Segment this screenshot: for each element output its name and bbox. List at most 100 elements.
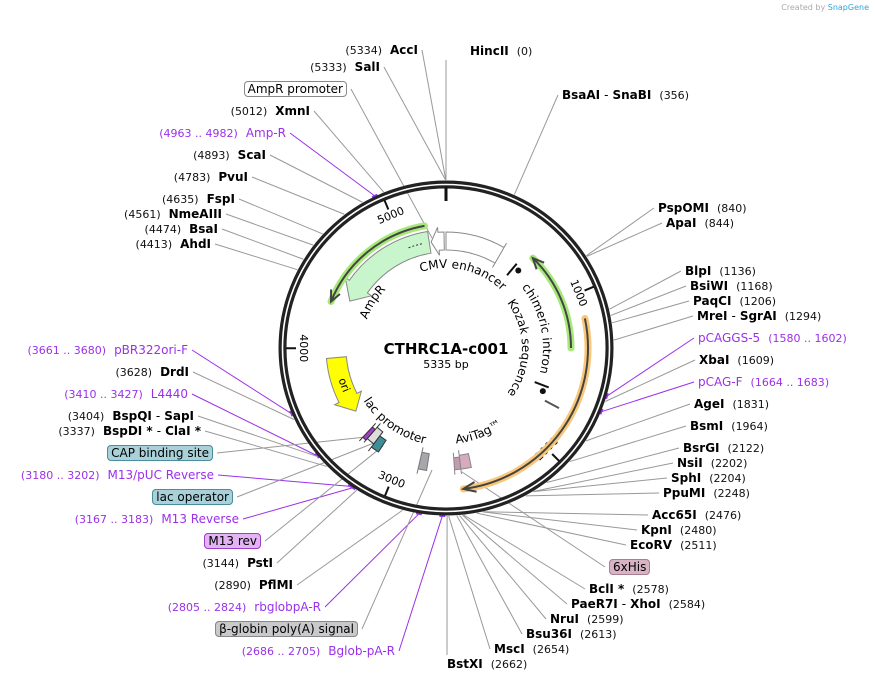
enzyme-label-drdi[interactable]: 3628 DrdI xyxy=(115,364,189,380)
enzyme-label-bspdi[interactable]: 3337 BspDI *-ClaI * xyxy=(58,423,201,439)
label-name: PaqCI xyxy=(693,294,732,308)
feature-label-lac-operator[interactable]: lac operator xyxy=(152,489,233,505)
leader-line xyxy=(313,110,385,193)
enzyme-label-xbai[interactable]: XbaI 1609 xyxy=(699,352,774,368)
label-name: BsaAI xyxy=(562,88,601,102)
label-position: 5333 xyxy=(310,61,347,74)
enzyme-label-scai[interactable]: 4893 ScaI xyxy=(193,147,266,163)
label-position: 2122 xyxy=(728,442,765,455)
primer-label-m13-reverse[interactable]: 3167 .. 3183 M13 Reverse xyxy=(75,511,239,527)
6xhis-box[interactable] xyxy=(452,452,462,475)
feature-name: AmpR promoter xyxy=(243,81,347,97)
label-position: 3144 xyxy=(202,557,239,570)
enzyme-label-xmni[interactable]: 5012 XmnI xyxy=(231,103,310,119)
enzyme-label-kpni[interactable]: KpnI 2480 xyxy=(641,522,717,538)
label-name: ApaI xyxy=(666,216,697,230)
orf-arrow[interactable] xyxy=(463,318,589,490)
primer-label-pcaggs-5[interactable]: pCAGGS-5 1580 .. 1602 xyxy=(698,330,847,346)
label-name: FspI xyxy=(206,192,235,206)
enzyme-label-bsrgi[interactable]: BsrGI 2122 xyxy=(683,440,764,456)
primer-label-bglob-pa-r[interactable]: 2686 .. 2705 Bglob-pA-R xyxy=(242,643,395,659)
enzyme-label-nmeaiii[interactable]: 4561 NmeAIII xyxy=(124,206,222,222)
enzyme-label-bsmi[interactable]: BsmI 1964 xyxy=(690,418,768,434)
feature-label-cap-binding-site[interactable]: CAP binding site xyxy=(107,445,213,461)
label-name: BsiWI xyxy=(690,279,729,293)
feature-label--globin-poly-a-signal[interactable]: β-globin poly(A) signal xyxy=(215,621,358,637)
tick-mark xyxy=(384,486,390,497)
enzyme-label-bsai[interactable]: 4474 BsaI xyxy=(145,221,218,237)
enzyme-label-nrui[interactable]: NruI 2599 xyxy=(550,611,624,627)
primer-site-mark xyxy=(599,408,604,415)
feature-label-ampr-promoter[interactable]: AmpR promoter xyxy=(243,81,347,97)
enzyme-label-sphi[interactable]: SphI 2204 xyxy=(671,470,746,486)
feature-name: lac operator xyxy=(152,489,233,505)
enzyme-label-hincii[interactable]: HincII 0 xyxy=(470,43,532,59)
leader-line xyxy=(264,445,384,542)
label-position: 2584 xyxy=(669,598,706,611)
leader-line xyxy=(586,207,655,257)
enzyme-label-apai[interactable]: ApaI 844 xyxy=(666,215,734,231)
label-name: SphI xyxy=(671,471,702,485)
primer-site-mark xyxy=(349,485,356,491)
label-name: AccI xyxy=(390,43,418,57)
separator: - xyxy=(621,597,627,611)
chimeric-intron-arrow-arrowhead-icon xyxy=(531,256,545,270)
leader-line xyxy=(225,213,314,246)
enzyme-label-sali[interactable]: 5333 SalI xyxy=(310,59,380,75)
enzyme-label-ecorv[interactable]: EcoRV 2511 xyxy=(630,537,717,553)
primer-label-pcag-f[interactable]: pCAG-F 1664 .. 1683 xyxy=(698,374,829,390)
label-position: 0 xyxy=(517,45,533,58)
enzyme-label-pflmi[interactable]: 2890 PflMI xyxy=(214,577,293,593)
beta-globin-box[interactable] xyxy=(416,447,430,474)
enzyme-label-bspqi[interactable]: 3404 BspQI-SapI xyxy=(68,408,194,424)
ampr-promoter-arrow[interactable] xyxy=(430,227,445,256)
enzyme-label-acc65i[interactable]: Acc65I 2476 xyxy=(652,507,741,523)
enzyme-label-agei[interactable]: AgeI 1831 xyxy=(694,396,769,412)
enzyme-label-paqci[interactable]: PaqCI 1206 xyxy=(693,293,776,309)
backbone-gap xyxy=(281,183,611,513)
label-name: PpuMI xyxy=(663,486,706,500)
enzyme-label-paer7i[interactable]: PaeR7I-XhoI 2584 xyxy=(571,596,705,612)
enzyme-label-fspi[interactable]: 4635 FspI xyxy=(162,191,235,207)
enzyme-label-mrei[interactable]: MreI-SgrAI 1294 xyxy=(697,308,821,324)
enzyme-label-bstxi[interactable]: BstXI 2662 xyxy=(447,656,527,672)
ampr-arrow[interactable] xyxy=(344,230,432,302)
feature-label-m13-rev[interactable]: M13 rev xyxy=(204,533,261,549)
chimeric-intron-arrow[interactable] xyxy=(532,257,572,349)
lac-operator-box[interactable] xyxy=(363,423,384,445)
primer-label-amp-r[interactable]: 4963 .. 4982 Amp-R xyxy=(159,125,286,141)
avitag-box[interactable] xyxy=(458,450,472,475)
label-name: BsrGI xyxy=(683,441,720,455)
primer-label-m13-puc-reverse[interactable]: 3180 .. 3202 M13/pUC Reverse xyxy=(21,467,214,483)
enzyme-label-bsiwi[interactable]: BsiWI 1168 xyxy=(690,278,773,294)
ampr-orf-arrow[interactable] xyxy=(330,224,425,302)
enzyme-label-blpi[interactable]: BlpI 1136 xyxy=(685,263,756,279)
enzyme-label-ahdi[interactable]: 4413 AhdI xyxy=(136,236,211,252)
enzyme-label-bcli[interactable]: BclI * 2578 xyxy=(589,581,669,597)
leader-line xyxy=(204,430,327,467)
leader-line xyxy=(350,88,433,239)
leader-line xyxy=(586,222,663,257)
enzyme-label-bsu36i[interactable]: Bsu36I 2613 xyxy=(526,626,617,642)
enzyme-label-nsii[interactable]: NsiI 2202 xyxy=(677,455,747,471)
cmv-enhancer-arc[interactable] xyxy=(445,231,507,268)
enzyme-label-ppumi[interactable]: PpuMI 2248 xyxy=(663,485,750,501)
ori-arrow[interactable] xyxy=(325,356,363,412)
enzyme-label-pspomi[interactable]: PspOMI 840 xyxy=(658,200,747,216)
feature-label-6xhis[interactable]: 6xHis xyxy=(609,559,651,575)
enzyme-label-acci[interactable]: 5334 AccI xyxy=(345,42,418,58)
enzyme-label-msci[interactable]: MscI 2654 xyxy=(494,641,569,657)
avitag-label-path: AviTag™ xyxy=(454,417,504,447)
enzyme-label-psti[interactable]: 3144 PstI xyxy=(202,555,273,571)
leader-line xyxy=(289,132,376,197)
ampr-divider xyxy=(407,243,423,249)
primer-label-rbglobpa-r[interactable]: 2805 .. 2824 rbglobpA-R xyxy=(168,599,321,615)
label-name: KpnI xyxy=(641,523,672,537)
enzyme-label-bsaai[interactable]: BsaAI-SnaBI 356 xyxy=(562,87,689,103)
primer-label-pbr322ori-f[interactable]: 3661 .. 3680 pBR322ori-F xyxy=(27,342,188,358)
m13-rev-box[interactable] xyxy=(359,423,377,442)
primer-label-l4440[interactable]: 3410 .. 3427 L4440 xyxy=(64,386,188,402)
enzyme-label-pvui[interactable]: 4783 PvuI xyxy=(174,169,248,185)
label-position: 3661 .. 3680 xyxy=(27,344,106,357)
label-position: 3167 .. 3183 xyxy=(75,513,154,526)
